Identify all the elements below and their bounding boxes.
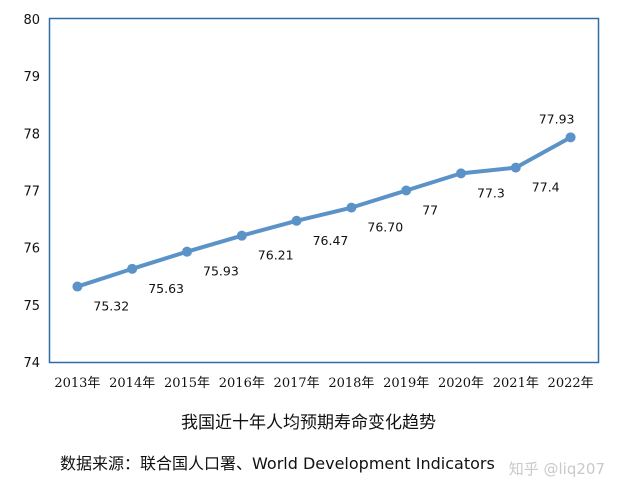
x-axis-ticks: 2013年 2014年 2015年 2016年 2017年 2018年 2019年 2020年…: [54, 376, 593, 391]
data-point-9: [510, 162, 521, 173]
data-label-4: 76.21: [258, 248, 294, 263]
data-source-line: 数据来源：联合国人口署、World Development Indicators: [60, 450, 495, 474]
x-tick-label-8: 2020年: [438, 376, 484, 391]
y-tick-label-77: 77: [23, 185, 40, 200]
x-tick-label-5: 2017年: [274, 376, 320, 391]
x-tick-label-6: 2018年: [328, 376, 374, 391]
data-point-5: [291, 215, 302, 226]
series-line-life-expectancy: [75, 135, 573, 289]
data-label-8: 77.3: [477, 185, 505, 200]
data-points: [72, 132, 576, 292]
data-point-3: [182, 246, 192, 257]
plot-area-border: [48, 17, 600, 364]
data-point-2: [127, 263, 138, 274]
y-axis-ticks: 74 75 76 77 78 79 80: [23, 13, 40, 371]
x-tick-label-4: 2016年: [219, 376, 265, 391]
chart-title: 我国近十年人均预期寿命变化趋势: [181, 413, 436, 433]
data-label-2: 75.63: [148, 281, 184, 296]
source-name: World Development Indicators: [252, 454, 495, 473]
data-label-7: 77: [422, 203, 438, 218]
source-prefix: 数据来源：联合国人口署、: [60, 454, 253, 473]
zhihu-watermark: 知乎 @liq207: [508, 460, 605, 478]
data-label-1: 75.32: [93, 299, 129, 314]
y-tick-label-78: 78: [23, 127, 40, 142]
data-point-7: [401, 185, 412, 196]
x-tick-label-9: 2021年: [493, 376, 539, 391]
x-tick-label-10: 2022年: [548, 376, 594, 391]
data-point-4: [236, 230, 247, 241]
data-point-10: [565, 132, 576, 143]
data-label-6: 76.70: [367, 220, 403, 235]
y-tick-label-80: 80: [23, 13, 40, 28]
x-tick-label-3: 2015年: [164, 376, 210, 391]
data-label-10: 77.93: [539, 111, 575, 126]
data-point-6: [346, 202, 357, 213]
x-tick-label-2: 2014年: [109, 376, 155, 391]
data-point-8: [456, 168, 466, 179]
y-tick-label-76: 76: [23, 242, 40, 257]
data-label-3: 75.93: [203, 264, 239, 279]
y-tick-label-75: 75: [23, 299, 40, 314]
x-tick-label-7: 2019年: [383, 376, 429, 391]
y-tick-label-74: 74: [23, 356, 40, 371]
data-label-5: 76.47: [313, 233, 349, 248]
line-chart: 74 75 76 77 78 79 80 2013年 2014年 2015年 2016年 2017年…: [23, 13, 600, 391]
x-tick-label-1: 2013年: [54, 376, 100, 391]
y-tick-label-79: 79: [23, 70, 40, 85]
data-labels: 75.32 75.63 75.93 76.21 76.47 76.70 77 77.3 77.4…: [93, 111, 574, 313]
data-point-1: [72, 281, 83, 292]
data-label-9: 77.4: [532, 180, 560, 195]
